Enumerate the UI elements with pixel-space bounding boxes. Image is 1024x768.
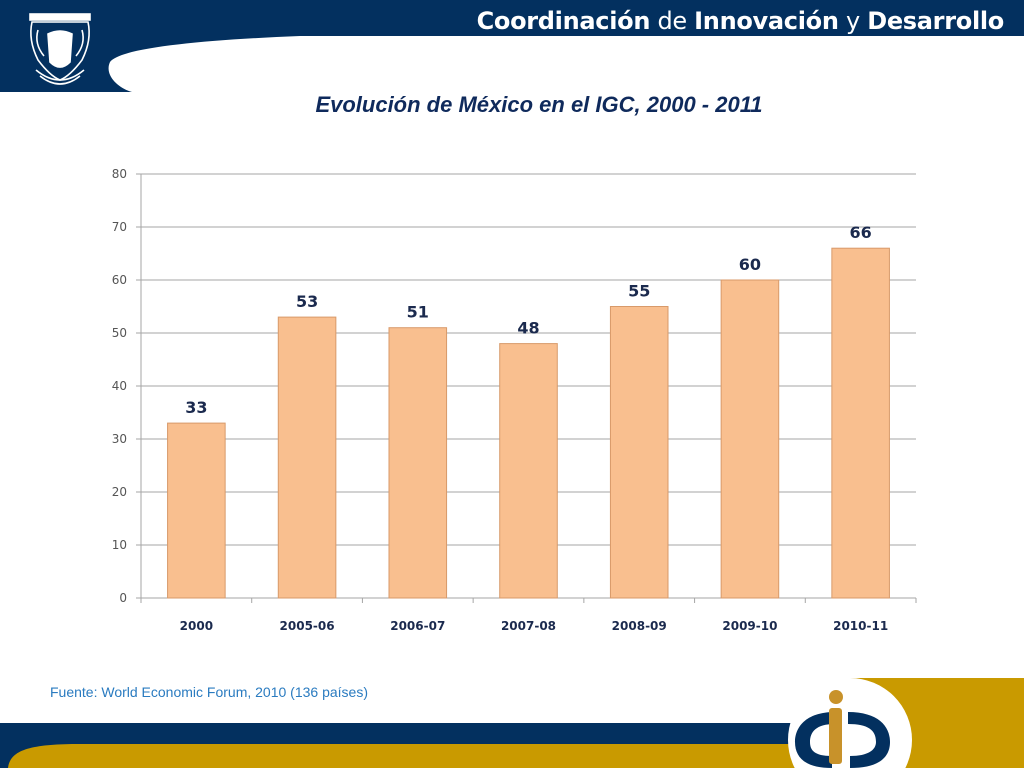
y-tick-label: 80: [112, 167, 127, 181]
x-tick-label-2009-10: 2009-10: [722, 619, 777, 633]
brand-word-4: y: [838, 7, 868, 35]
bar-2006-07: [388, 327, 448, 599]
data-label-2008-09: 55: [628, 282, 650, 301]
header-navy-band: [0, 0, 1024, 92]
data-label-2005-06: 53: [296, 292, 318, 311]
y-tick-label: 10: [112, 538, 127, 552]
y-tick-label: 60: [112, 273, 127, 287]
header-banner: [0, 0, 1024, 92]
data-label-2009-10: 60: [739, 255, 761, 274]
bar-2000: [167, 422, 226, 599]
brand-word-1: Coordinación: [476, 7, 651, 35]
bars: [167, 247, 890, 599]
y-tick-label: 70: [112, 220, 127, 234]
y-tick-label: 50: [112, 326, 127, 340]
data-label-2010-11: 66: [850, 223, 872, 242]
x-tick-label-2010-11: 2010-11: [833, 619, 888, 633]
y-tick-label: 0: [119, 591, 127, 605]
bar-2010-11: [831, 247, 890, 599]
y-tick-labels: 0 10 20 30 40 50 60 70 80: [112, 167, 127, 605]
brand-word-2: de: [650, 7, 695, 35]
footer-banner: [0, 678, 1024, 768]
unam-crest-icon: [29, 13, 91, 85]
x-tick-labels: 2000 2005-06 2006-07 2007-08 2008-09 2009-10 2…: [180, 619, 889, 633]
brand-word-3: Innovación: [694, 7, 839, 35]
data-label-2007-08: 48: [517, 319, 539, 338]
source-note: Fuente: World Economic Forum, 2010 (136 …: [50, 684, 369, 700]
brand-title: Coordinación de Innovación y Desarrollo: [476, 4, 1005, 38]
x-tick-label-2007-08: 2007-08: [501, 619, 556, 633]
x-tick-label-2008-09: 2008-09: [612, 619, 667, 633]
data-label-2006-07: 51: [407, 303, 429, 322]
footer-gold-band: [8, 744, 800, 768]
bar-2009-10: [720, 279, 780, 599]
bar-2005-06: [277, 316, 337, 599]
x-tick-label-2006-07: 2006-07: [390, 619, 445, 633]
data-label-2000: 33: [185, 398, 207, 417]
y-tick-label: 30: [112, 432, 127, 446]
bar-2007-08: [499, 343, 558, 599]
x-tick-label-2000: 2000: [180, 619, 213, 633]
cid-logo-icon: [788, 678, 912, 768]
slide-title: Evolución de México en el IGC, 2000 - 20…: [315, 92, 763, 117]
data-labels: 33 53 51 48 55 60 66: [185, 223, 872, 417]
y-tick-label: 40: [112, 379, 127, 393]
bar-2008-09: [609, 306, 669, 599]
y-tick-label: 20: [112, 485, 127, 499]
x-tick-label-2005-06: 2005-06: [280, 619, 335, 633]
brand-word-5: Desarrollo: [867, 7, 1004, 35]
